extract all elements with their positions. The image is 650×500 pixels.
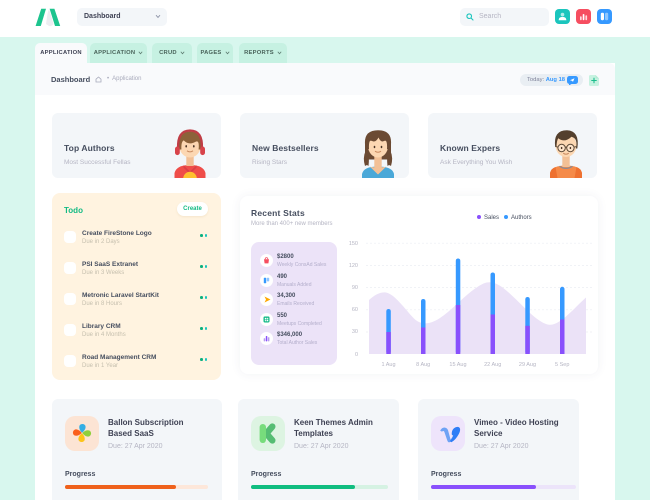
svg-text:15 Aug: 15 Aug (449, 362, 466, 368)
svg-text:30: 30 (352, 329, 358, 335)
svg-text:90: 90 (352, 285, 358, 291)
svg-text:1 Aug: 1 Aug (381, 362, 395, 368)
svg-text:150: 150 (349, 241, 358, 247)
svg-text:22 Aug: 22 Aug (484, 362, 501, 368)
svg-text:120: 120 (349, 263, 358, 269)
svg-text:8 Aug: 8 Aug (416, 362, 430, 368)
svg-text:60: 60 (352, 307, 358, 313)
svg-text:0: 0 (355, 352, 358, 358)
svg-text:5 Sep: 5 Sep (555, 362, 569, 368)
svg-text:29 Aug: 29 Aug (519, 362, 536, 368)
